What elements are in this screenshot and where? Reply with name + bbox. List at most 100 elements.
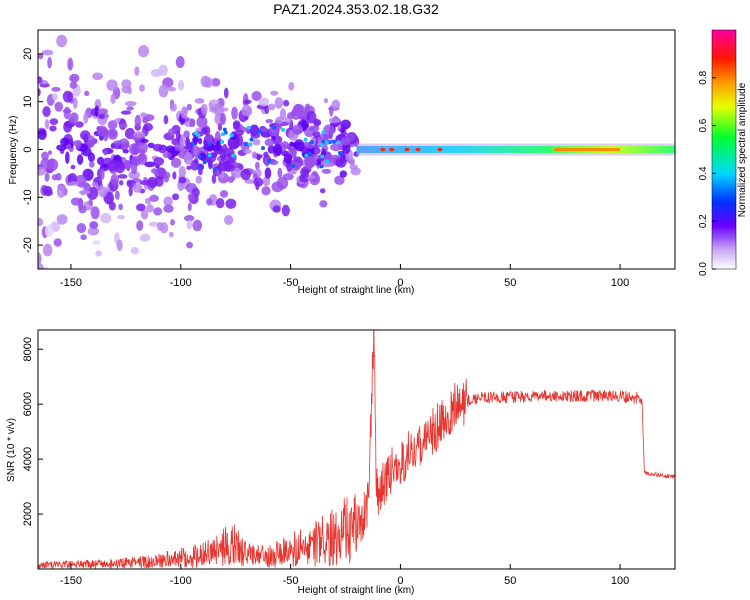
spectrogram-blob (44, 119, 50, 130)
spectrogram-blob (175, 56, 185, 69)
spectrogram-blob (195, 175, 203, 184)
spectrogram-blob (124, 100, 137, 107)
spectrogram-blob (68, 181, 79, 186)
spectrogram-blob (142, 116, 149, 124)
spectrogram-blob (51, 86, 61, 92)
spectrogram-blob (217, 123, 223, 131)
spectrogram-hotspot (207, 153, 212, 158)
colorbar-tick-label: 0.6 (698, 118, 709, 132)
spectrogram-blob (291, 161, 301, 171)
spectrogram-blob (152, 143, 163, 152)
spectrogram-blob (258, 127, 269, 133)
spectrogram-blob (272, 143, 282, 156)
spectrogram-blob (40, 158, 51, 170)
spectrogram-blob (96, 125, 108, 137)
snr-y-axis-label: SNR (10 * v/v) (6, 418, 17, 482)
spectrogram-blob (158, 64, 168, 76)
spectrogram-blob (231, 106, 238, 120)
spectrogram-blob (331, 99, 341, 110)
spectrogram-blob (138, 44, 150, 58)
spectrogram-blob (340, 137, 351, 146)
spectrogram-blob (183, 130, 190, 139)
spectrogram-hotspot (307, 151, 312, 156)
spectrogram-blob (140, 138, 149, 144)
spectrogram-blob (89, 221, 99, 229)
spectrogram-blob (133, 131, 146, 138)
spectrogram-blob (334, 175, 345, 185)
spectrogram-hotspot (249, 137, 254, 142)
spectrogram-blob (135, 203, 146, 212)
spectrogram-blob (187, 193, 196, 201)
spectrogram-blob (170, 219, 175, 226)
spectrogram-hotspot (267, 158, 272, 163)
spectrogram-blob (128, 185, 133, 197)
x-tick-label: -50 (283, 277, 299, 289)
spectrogram-hotspot (197, 154, 202, 159)
spectrogram-blob (268, 125, 280, 137)
spectrogram-blob (291, 124, 303, 135)
spectrogram-blob (271, 181, 284, 193)
spectrogram-band (356, 146, 675, 153)
spectrogram-blob (206, 198, 213, 206)
spectrogram-x-ticks: -150 -100 -50 0 50 100 (60, 264, 629, 289)
spectrogram-blob (163, 114, 169, 125)
spectrogram-blob (154, 176, 164, 187)
spectrogram-blob (274, 97, 284, 109)
spectrogram-hotspot (337, 151, 342, 156)
spectrogram-hotspot (229, 133, 234, 138)
spectrogram-blob (219, 112, 227, 125)
spectrogram-blob (168, 231, 174, 238)
spectrogram-hotspot (309, 140, 314, 145)
y-tick-label: 8000 (22, 337, 34, 361)
spectrogram-blob (108, 201, 116, 211)
y-tick-label: 6000 (22, 392, 34, 416)
spectrogram-blob (149, 194, 159, 202)
spectrogram-blob (254, 161, 260, 170)
spectrogram-blob (203, 142, 216, 152)
spectrogram-hotspot (336, 140, 341, 145)
spectrogram-hotspot (325, 159, 330, 164)
x-tick-label: 50 (504, 277, 516, 289)
spectrogram-blob (214, 130, 221, 143)
spectrogram-band-peak (554, 148, 621, 151)
spectrogram-hotspot (331, 139, 336, 144)
spectrogram-y-ticks: -20 -10 0 10 20 (22, 48, 43, 253)
spectrogram-blob (218, 160, 223, 174)
spectrogram-blob (253, 177, 264, 187)
spectrogram-band-hotspot (437, 147, 443, 152)
spectrogram-blob (53, 238, 62, 247)
spectrogram-blob (76, 154, 84, 165)
spectrogram-blob (78, 205, 87, 214)
spectrogram-blob (70, 164, 76, 170)
spectrogram-blob (200, 103, 208, 115)
spectrogram-blob (319, 200, 328, 208)
spectrogram-blob (297, 109, 304, 120)
spectrogram-blob (63, 121, 73, 133)
spectrogram-blob (169, 103, 177, 112)
spectrogram-blob (56, 185, 66, 198)
spectrogram-blob (261, 186, 271, 196)
spectrogram-blob (92, 240, 101, 245)
spectrogram-blob (323, 124, 335, 136)
spectrogram-blob (106, 79, 118, 91)
spectrogram-hotspot (261, 146, 266, 151)
spectrogram-blob (88, 161, 95, 168)
spectrogram-blob (186, 219, 193, 230)
spectrogram-hotspot (303, 137, 308, 142)
spectrogram-blob (223, 87, 229, 99)
spectrogram-blob (198, 137, 203, 145)
spectrogram-blob (110, 174, 119, 185)
spectrogram-blob (252, 138, 261, 146)
spectrogram-blob (148, 221, 160, 227)
colorbar-tick-label: 0.4 (698, 166, 709, 180)
x-tick-label: -150 (60, 575, 82, 587)
spectrogram-hotspot (207, 142, 212, 147)
spectrogram-blob (69, 73, 80, 83)
spectrogram-blob (80, 234, 87, 241)
spectrogram-blob (210, 99, 220, 104)
spectrogram-blob (329, 154, 341, 160)
spectrogram-blob (270, 90, 279, 96)
spectrogram-blob (56, 144, 67, 152)
spectrogram-blob (60, 137, 70, 146)
